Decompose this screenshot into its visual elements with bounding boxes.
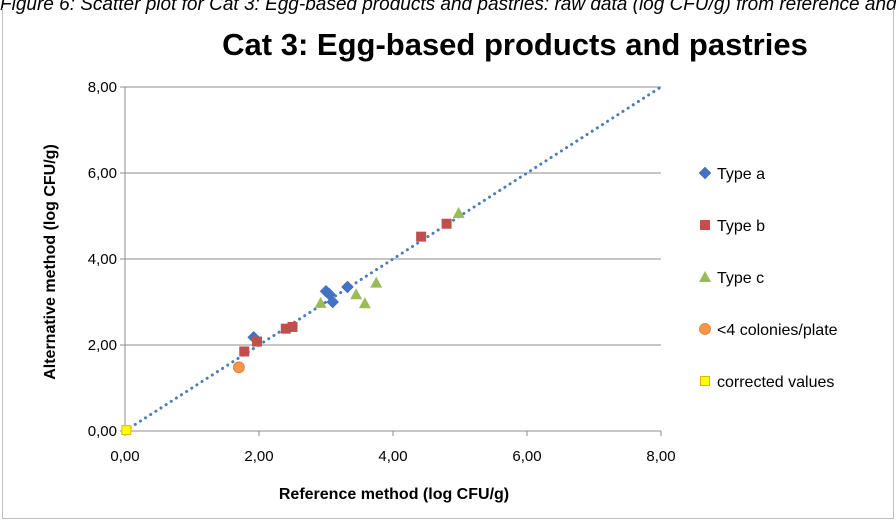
figure-caption: Figure 6: Scatter plot for Cat 3: Egg-ba… bbox=[0, 0, 896, 15]
data-point bbox=[287, 321, 298, 332]
y-tick-label: 2,00 bbox=[88, 337, 117, 354]
axes: 0,00 2,00 4,00 6,00 8,00 0,00 2,00 4,00 6,00 8,00 bbox=[88, 79, 676, 465]
x-tick-label: 0,00 bbox=[110, 448, 139, 465]
legend-label: corrected values bbox=[717, 374, 834, 391]
legend-marker bbox=[700, 220, 710, 230]
y-tick-label: 4,00 bbox=[88, 251, 117, 268]
data-point bbox=[452, 206, 465, 218]
data-point bbox=[341, 280, 354, 294]
x-tick-label: 8,00 bbox=[646, 448, 675, 465]
legend-label: Type c bbox=[717, 270, 764, 287]
y-axis-label: Alternative method (log CFU/g) bbox=[42, 144, 59, 380]
legend-marker bbox=[700, 376, 710, 386]
reference-line bbox=[123, 85, 663, 433]
legend-marker bbox=[699, 271, 711, 282]
data-point bbox=[416, 231, 427, 242]
data-point bbox=[314, 296, 327, 308]
legend-marker bbox=[698, 166, 712, 180]
chart-frame bbox=[2, 8, 894, 519]
data-point bbox=[280, 323, 291, 334]
data-point bbox=[350, 288, 363, 300]
y-tick-label: 8,00 bbox=[88, 79, 117, 96]
data-point bbox=[441, 218, 452, 229]
x-tick-label: 4,00 bbox=[378, 448, 407, 465]
legend-label: Type b bbox=[717, 218, 765, 235]
data-point bbox=[121, 425, 132, 436]
x-axis-label: Reference method (log CFU/g) bbox=[279, 486, 509, 503]
data-points bbox=[121, 206, 465, 436]
y-tick-label: 6,00 bbox=[88, 165, 117, 182]
x-tick-label: 6,00 bbox=[512, 448, 541, 465]
data-point bbox=[358, 297, 371, 309]
data-point bbox=[232, 361, 245, 374]
legend: Type a Type b Type c <4 colonies/plate corre… bbox=[698, 166, 838, 391]
data-point bbox=[239, 346, 250, 357]
data-point bbox=[370, 276, 383, 288]
reference-line-dotted bbox=[123, 85, 663, 433]
legend-marker bbox=[699, 323, 711, 335]
legend-label: <4 colonies/plate bbox=[717, 322, 838, 339]
data-point bbox=[251, 336, 262, 347]
gridlines bbox=[125, 86, 661, 346]
x-tick-label: 2,00 bbox=[244, 448, 273, 465]
y-tick-label: 0,00 bbox=[88, 423, 117, 440]
chart-title: Cat 3: Egg-based products and pastries bbox=[222, 27, 808, 62]
data-point bbox=[326, 295, 340, 309]
legend-label: Type a bbox=[717, 166, 765, 183]
